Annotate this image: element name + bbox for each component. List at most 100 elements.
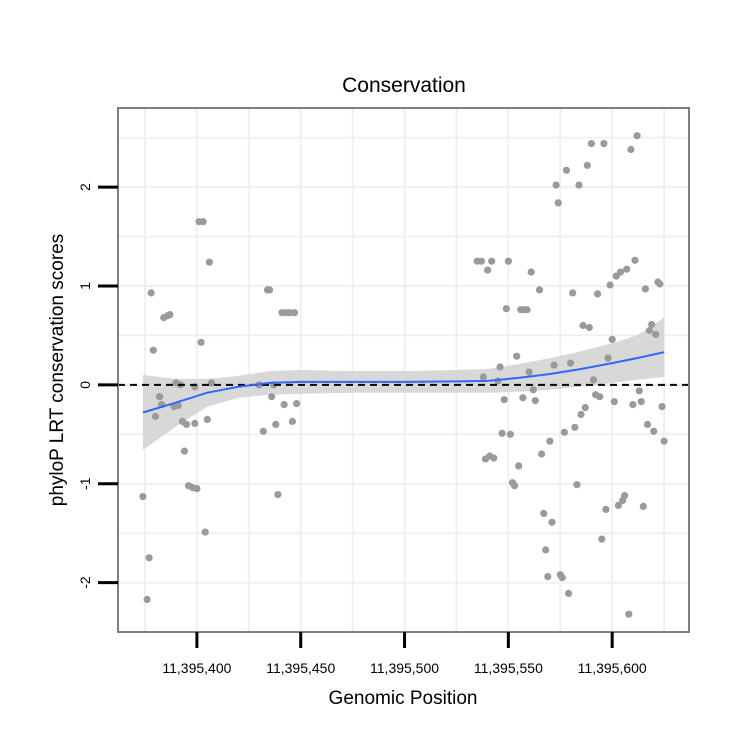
data-point [631,256,639,264]
data-point [180,447,188,455]
data-point [293,400,301,408]
chart-title: Conservation [342,74,466,97]
data-point [594,290,602,298]
data-point [650,427,658,435]
data-point [191,419,199,427]
x-tick-label: 11,395,450 [266,660,335,676]
data-point [548,518,556,526]
data-point [606,281,614,289]
data-point [504,257,512,265]
data-point [280,401,288,409]
data-point [484,266,492,274]
y-tick-label: -2 [77,576,93,589]
data-point [523,306,531,314]
data-point [637,398,645,406]
data-point [567,359,575,367]
y-tick-label: 0 [77,381,93,389]
data-point [569,289,577,297]
data-point [193,485,201,493]
data-point [290,309,299,317]
data-point [488,257,496,265]
data-point [510,482,519,490]
data-point [502,305,510,313]
data-point [527,268,535,276]
data-point [625,610,633,618]
data-point [207,379,215,387]
confidence-band [142,317,665,451]
data-point [535,286,544,294]
data-point [479,373,487,381]
data-point [538,450,546,458]
data-point [531,397,539,405]
x-axis-label: Genomic Position [329,688,478,709]
data-point [145,554,153,562]
data-point [274,491,282,499]
data-point [182,420,191,428]
data-point [660,437,668,445]
data-point [658,403,666,411]
data-point [598,535,606,543]
data-point [583,161,591,169]
data-point [629,401,637,409]
data-point [645,326,654,335]
data-point [155,393,164,401]
data-point [272,420,280,428]
x-tick-label: 11,395,400 [162,660,231,676]
data-point [525,368,533,376]
data-point [166,311,174,319]
x-tick-label: 11,395,600 [578,660,647,676]
x-tick-label: 11,395,500 [370,660,439,676]
data-point [201,528,209,536]
data-point [147,289,155,297]
data-point [573,481,581,489]
data-point [560,428,569,436]
data-point [513,352,521,360]
data-point [577,410,585,419]
y-tick-label: -1 [77,477,93,490]
data-point [600,140,608,148]
data-point [639,502,647,510]
data-point [571,423,579,431]
data-point [579,321,587,330]
data-point [143,595,151,604]
data-point [203,415,211,423]
data-point [540,509,548,517]
data-point [550,361,558,369]
data-point [149,346,157,354]
data-point [546,437,554,445]
data-point [585,323,593,332]
data-point [554,199,562,207]
data-point [139,493,147,501]
data-point [197,338,205,346]
data-point [648,320,656,329]
data-point [608,335,616,343]
data-point [627,145,635,154]
data-point [529,386,537,394]
data-point [288,417,296,425]
data-point [596,393,604,401]
data-point [616,268,625,276]
data-point [506,430,514,438]
data-point [614,501,623,509]
data-point [656,280,664,288]
data-point [174,402,182,410]
data-point [587,140,596,148]
y-axis-label: phyloP LRT conservation scores [47,234,68,507]
data-point [565,589,573,598]
data-point [496,363,504,371]
data-point [562,166,571,174]
data-point [633,132,641,140]
data-point [477,257,485,265]
data-point [623,265,631,273]
data-point [519,394,527,402]
data-point [575,181,583,189]
data-point [652,330,660,338]
smooth-fit-line [142,351,665,414]
data-point [500,396,508,404]
data-point [259,427,267,435]
data-point [558,574,566,582]
data-point [604,354,612,362]
data-point [199,218,207,226]
y-tick-label: 1 [77,282,93,290]
